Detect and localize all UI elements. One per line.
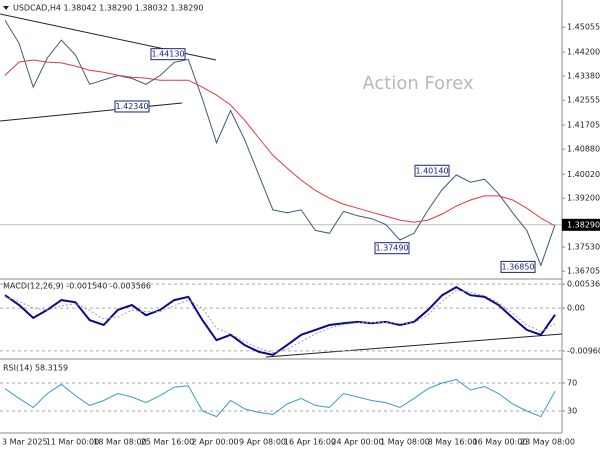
x-tick-label: 3 Mar 2025 — [2, 438, 48, 447]
y-tick-label: 1.40020 — [567, 170, 600, 179]
y-tick-label: 0.00 — [567, 304, 585, 313]
price-annotation-box — [374, 242, 410, 255]
price-annotation: 1.44130 — [151, 50, 184, 59]
y-tick-label: 1.41705 — [567, 121, 600, 130]
x-tick-label: 24 Apr 00:00 — [331, 438, 383, 447]
y-tick-label: 30 — [567, 407, 577, 416]
y-tick-label: 0.005365 — [567, 280, 600, 289]
price-annotation-box — [414, 164, 450, 177]
y-tick-label: 1.44200 — [567, 48, 600, 57]
trendline — [0, 102, 183, 122]
indicator-line — [4, 59, 556, 227]
panel-title: MACD(12,26,9) -0.001540 -0.003566 — [3, 282, 151, 291]
y-tick-label: 70 — [567, 379, 577, 388]
x-tick-label: 9 Apr 08:00 — [239, 438, 286, 447]
y-tick-label: 1.40880 — [567, 145, 600, 154]
panel-title: RSI(14) 58.3159 — [3, 364, 68, 373]
x-tick-label: 2 Apr 00:00 — [191, 438, 238, 447]
indicator-line — [4, 289, 556, 354]
x-tick-label: 16 May 00:00 — [473, 438, 528, 447]
x-tick-label: 23 May 08:00 — [520, 438, 575, 447]
indicator-line — [4, 378, 556, 418]
y-tick-label: 1.36705 — [567, 267, 600, 276]
y-tick-label: 1.39200 — [567, 194, 600, 203]
trendline — [265, 333, 563, 358]
y-tick-label: 1.43380 — [567, 72, 600, 81]
price-annotation-box — [500, 260, 536, 273]
panel-title: USDCAD,H4 1.38042 1.38290 1.38032 1.3829… — [13, 4, 203, 13]
price-annotation: 1.42340 — [115, 102, 148, 111]
y-tick-label: -0.009601 — [567, 346, 600, 355]
price-annotation: 1.37490 — [375, 244, 408, 253]
watermark: Action Forex — [362, 73, 474, 94]
y-tick-label: 1.45055 — [567, 23, 600, 32]
x-tick-label: 1 May 08:00 — [380, 438, 430, 447]
price-line — [4, 20, 556, 267]
x-tick-label: 11 Mar 00:00 — [46, 438, 99, 447]
x-tick-label: 25 Mar 16:00 — [141, 438, 194, 447]
x-tick-label: 18 Mar 08:00 — [93, 438, 146, 447]
price-annotation-box — [114, 100, 150, 113]
price-annotation-box — [150, 48, 186, 61]
current-price-box — [562, 218, 600, 231]
y-tick-label: 1.42555 — [567, 96, 600, 105]
menu-arrow — [3, 6, 9, 10]
x-tick-label: 8 May 16:00 — [428, 438, 478, 447]
price-annotation: 1.36850 — [501, 262, 534, 271]
price-annotation: 1.40140 — [415, 166, 448, 175]
current-price-label: 1.38290 — [567, 220, 600, 229]
y-tick-label: 1.37530 — [567, 243, 600, 252]
x-tick-label: 16 Apr 16:00 — [284, 438, 336, 447]
